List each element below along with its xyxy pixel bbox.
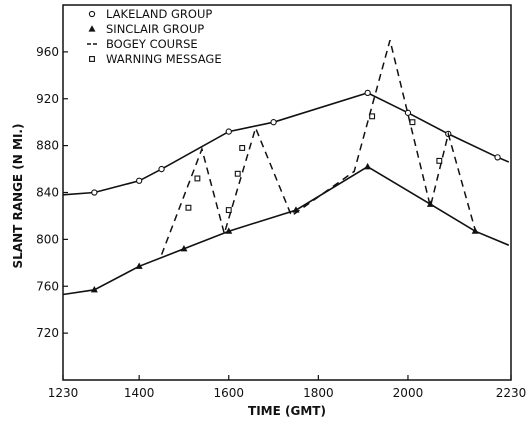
- y-tick-label: 840: [36, 186, 59, 200]
- warning-message-point: [409, 119, 416, 126]
- sinclair-group-point: [135, 262, 143, 269]
- series-lakeland-group: [62, 89, 510, 196]
- y-tick-label: 880: [36, 139, 59, 153]
- y-tick-label: 720: [36, 326, 59, 340]
- sinclair-group-line: [62, 165, 510, 296]
- lakeland-group-point: [225, 128, 232, 135]
- x-tick-label: 2000: [393, 386, 424, 400]
- lakeland-group-point: [136, 177, 143, 184]
- y-tick-label: 800: [36, 232, 59, 246]
- series-layer: [62, 40, 510, 296]
- sinclair-group-point: [364, 162, 372, 170]
- sinclair-group-point: [471, 227, 479, 234]
- legend-swatch: [88, 10, 96, 18]
- x-tick-label: 1600: [213, 386, 244, 400]
- x-tick-label: 1800: [303, 386, 334, 400]
- warning-message-point: [436, 157, 443, 164]
- legend-label: BOGEY COURSE: [106, 37, 198, 51]
- sinclair-group-point: [225, 227, 233, 234]
- x-tick-label: 1400: [124, 386, 155, 400]
- sinclair-group-point: [180, 244, 188, 252]
- lakeland-group-point: [494, 154, 501, 161]
- warning-message-point: [194, 175, 201, 182]
- legend-item-sinclair-group: SINCLAIR GROUP: [88, 22, 204, 36]
- x-axis-ticks: 1230 1400 1600 1800 2000 2230: [48, 375, 526, 400]
- y-tick-label: 920: [36, 92, 59, 106]
- y-tick-label: 960: [36, 45, 59, 59]
- warning-message-point: [234, 170, 241, 177]
- legend-label: SINCLAIR GROUP: [106, 22, 204, 36]
- lakeland-group-point: [364, 89, 371, 97]
- legend-swatch: [88, 25, 96, 32]
- warning-message-point: [369, 113, 376, 120]
- legend-label: WARNING MESSAGE: [106, 52, 222, 66]
- x-axis-title: TIME (GMT): [248, 404, 326, 418]
- lakeland-group-point: [270, 119, 277, 126]
- series-bogey-course: [160, 40, 476, 255]
- legend-item-bogey-course: BOGEY COURSE: [87, 37, 198, 51]
- x-tick-label: 2230: [496, 386, 526, 400]
- series-sinclair-group: [62, 162, 510, 296]
- lakeland-group-point: [158, 165, 165, 173]
- legend-item-warning-message: WARNING MESSAGE: [89, 52, 222, 66]
- y-axis-title: SLANT RANGE (N MI.): [11, 124, 25, 269]
- warning-message-point: [185, 204, 192, 211]
- lakeland-group-point: [404, 109, 412, 116]
- y-axis-ticks: 720 760 800 840 880 920 960: [36, 45, 68, 340]
- legend-swatch: [89, 56, 95, 62]
- warning-message-point: [239, 145, 246, 151]
- series-warning-message: [185, 113, 443, 214]
- bogey-course-line: [160, 40, 476, 255]
- sinclair-group-point: [90, 285, 98, 293]
- x-tick-label: 1230: [48, 386, 79, 400]
- warning-message-point: [225, 207, 232, 214]
- lakeland-group-point: [91, 189, 98, 196]
- legend-label: LAKELAND GROUP: [106, 7, 212, 21]
- lakeland-group-line: [62, 92, 510, 196]
- legend-item-lakeland-group: LAKELAND GROUP: [88, 7, 212, 21]
- y-tick-label: 760: [36, 279, 59, 293]
